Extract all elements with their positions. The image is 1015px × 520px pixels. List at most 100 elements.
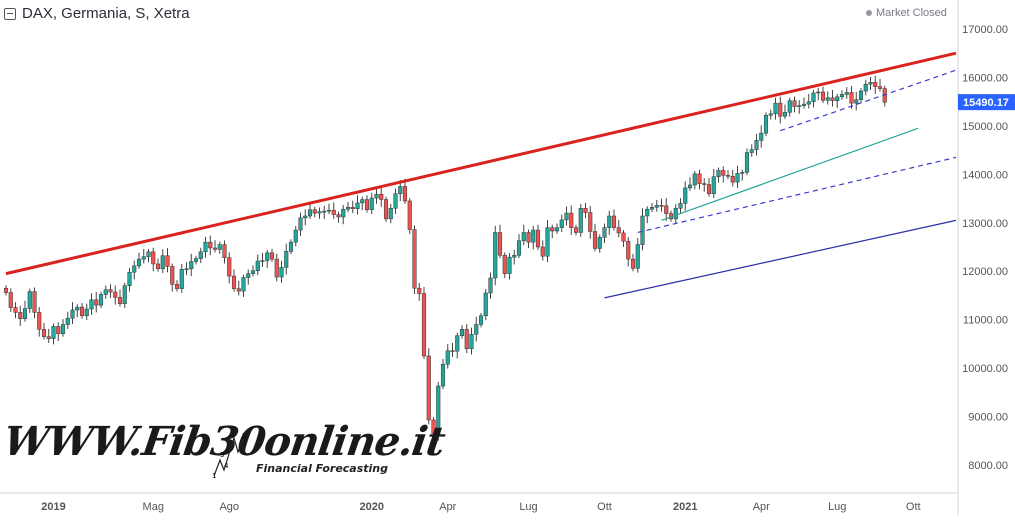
- candle-body: [284, 251, 289, 268]
- candle-body: [98, 294, 104, 306]
- candle-body: [797, 105, 802, 107]
- candle-body: [303, 215, 308, 219]
- candle-body: [117, 297, 123, 304]
- candle-body: [673, 207, 678, 220]
- candle-body: [260, 260, 265, 262]
- candle-body: [440, 363, 446, 387]
- candle-body: [683, 187, 688, 204]
- candle-body: [165, 255, 170, 267]
- candle-body: [170, 266, 175, 285]
- candle-body: [298, 217, 303, 231]
- candle-body: [507, 256, 512, 274]
- candle-body: [317, 211, 322, 214]
- candle-body: [288, 241, 294, 252]
- candle-body: [331, 209, 336, 215]
- candle-body: [474, 324, 479, 335]
- candle-body: [3, 287, 9, 293]
- candle-body: [569, 212, 574, 228]
- candle-body: [835, 96, 840, 101]
- candle-body: [350, 207, 355, 209]
- candle-body: [364, 199, 370, 210]
- candle-body: [46, 336, 51, 339]
- y-tick-label: 16000.00: [962, 72, 1008, 84]
- candle-body: [388, 207, 393, 220]
- candle-body: [550, 227, 555, 232]
- candle-body: [136, 258, 142, 267]
- candle-body: [706, 184, 712, 194]
- chart-header: DAX, Germania, S, Xetra: [4, 5, 190, 22]
- last-price-label: 15490.17: [963, 97, 1009, 109]
- candle-body: [312, 209, 317, 214]
- svg-text:1: 1: [212, 472, 216, 480]
- candle-body: [678, 203, 683, 209]
- candle-body: [407, 200, 412, 230]
- candle-body: [844, 92, 849, 95]
- upper-channel-trendline[interactable]: [780, 69, 957, 132]
- candle-body: [493, 232, 498, 279]
- candle-body: [583, 207, 588, 213]
- candle-body: [383, 199, 389, 220]
- candle-body: [621, 232, 626, 242]
- teal-line-trendline[interactable]: [661, 127, 919, 221]
- candle-body: [607, 215, 612, 228]
- x-tick-label: Lug: [828, 501, 846, 513]
- candle-body: [697, 173, 702, 184]
- support-trendline[interactable]: [604, 219, 957, 299]
- candle-body: [559, 219, 564, 228]
- market-status: Market Closed: [866, 7, 947, 19]
- candle-body: [792, 100, 797, 107]
- candle-body: [711, 176, 716, 194]
- x-tick-label: 2019: [41, 501, 65, 513]
- mid-channel-trendline[interactable]: [637, 156, 957, 234]
- candle-body: [222, 244, 227, 258]
- candle-body: [41, 329, 47, 337]
- resistance-trendline[interactable]: [5, 51, 957, 276]
- candle-body: [51, 326, 56, 339]
- y-tick-label: 17000.00: [962, 24, 1008, 36]
- candle-body: [146, 251, 151, 257]
- candle-body: [326, 209, 332, 212]
- candle-body: [22, 308, 28, 319]
- collapse-icon[interactable]: [4, 7, 16, 20]
- candle-body: [94, 299, 99, 306]
- candle-body: [189, 261, 194, 270]
- candle-body: [863, 83, 868, 92]
- candle-body: [839, 94, 845, 98]
- y-tick-label: 8000.00: [968, 460, 1008, 472]
- candle-body: [478, 315, 484, 325]
- candle-body: [626, 240, 631, 260]
- candle-body: [702, 183, 707, 185]
- candle-body: [497, 232, 503, 256]
- candle-body: [398, 186, 403, 194]
- candle-body: [445, 350, 450, 365]
- candle-body: [236, 288, 241, 292]
- candle-body: [174, 284, 180, 289]
- candle-body: [322, 210, 327, 213]
- candle-body: [692, 173, 697, 186]
- candle-body: [763, 114, 769, 134]
- candle-body: [108, 289, 113, 293]
- candle-body: [849, 92, 854, 104]
- status-dot-icon: [866, 10, 872, 16]
- candle-body: [649, 207, 655, 210]
- y-tick-label: 11000.00: [963, 315, 1008, 327]
- candle-body: [65, 317, 70, 325]
- candle-body: [265, 252, 270, 261]
- candle-body: [212, 247, 218, 250]
- candle-body: [768, 113, 773, 116]
- candle-body: [730, 176, 735, 183]
- candle-body: [193, 258, 199, 262]
- x-tick-label: 2020: [360, 501, 384, 513]
- candle-body: [820, 91, 826, 101]
- candle-body: [18, 312, 23, 319]
- svg-text:5: 5: [242, 432, 246, 440]
- candle-body: [645, 208, 650, 217]
- candle-body: [198, 251, 203, 259]
- candle-body: [801, 103, 807, 106]
- candle-body: [345, 207, 351, 210]
- candle-body: [858, 90, 864, 100]
- candle-body: [436, 385, 441, 434]
- candle-body: [687, 184, 693, 189]
